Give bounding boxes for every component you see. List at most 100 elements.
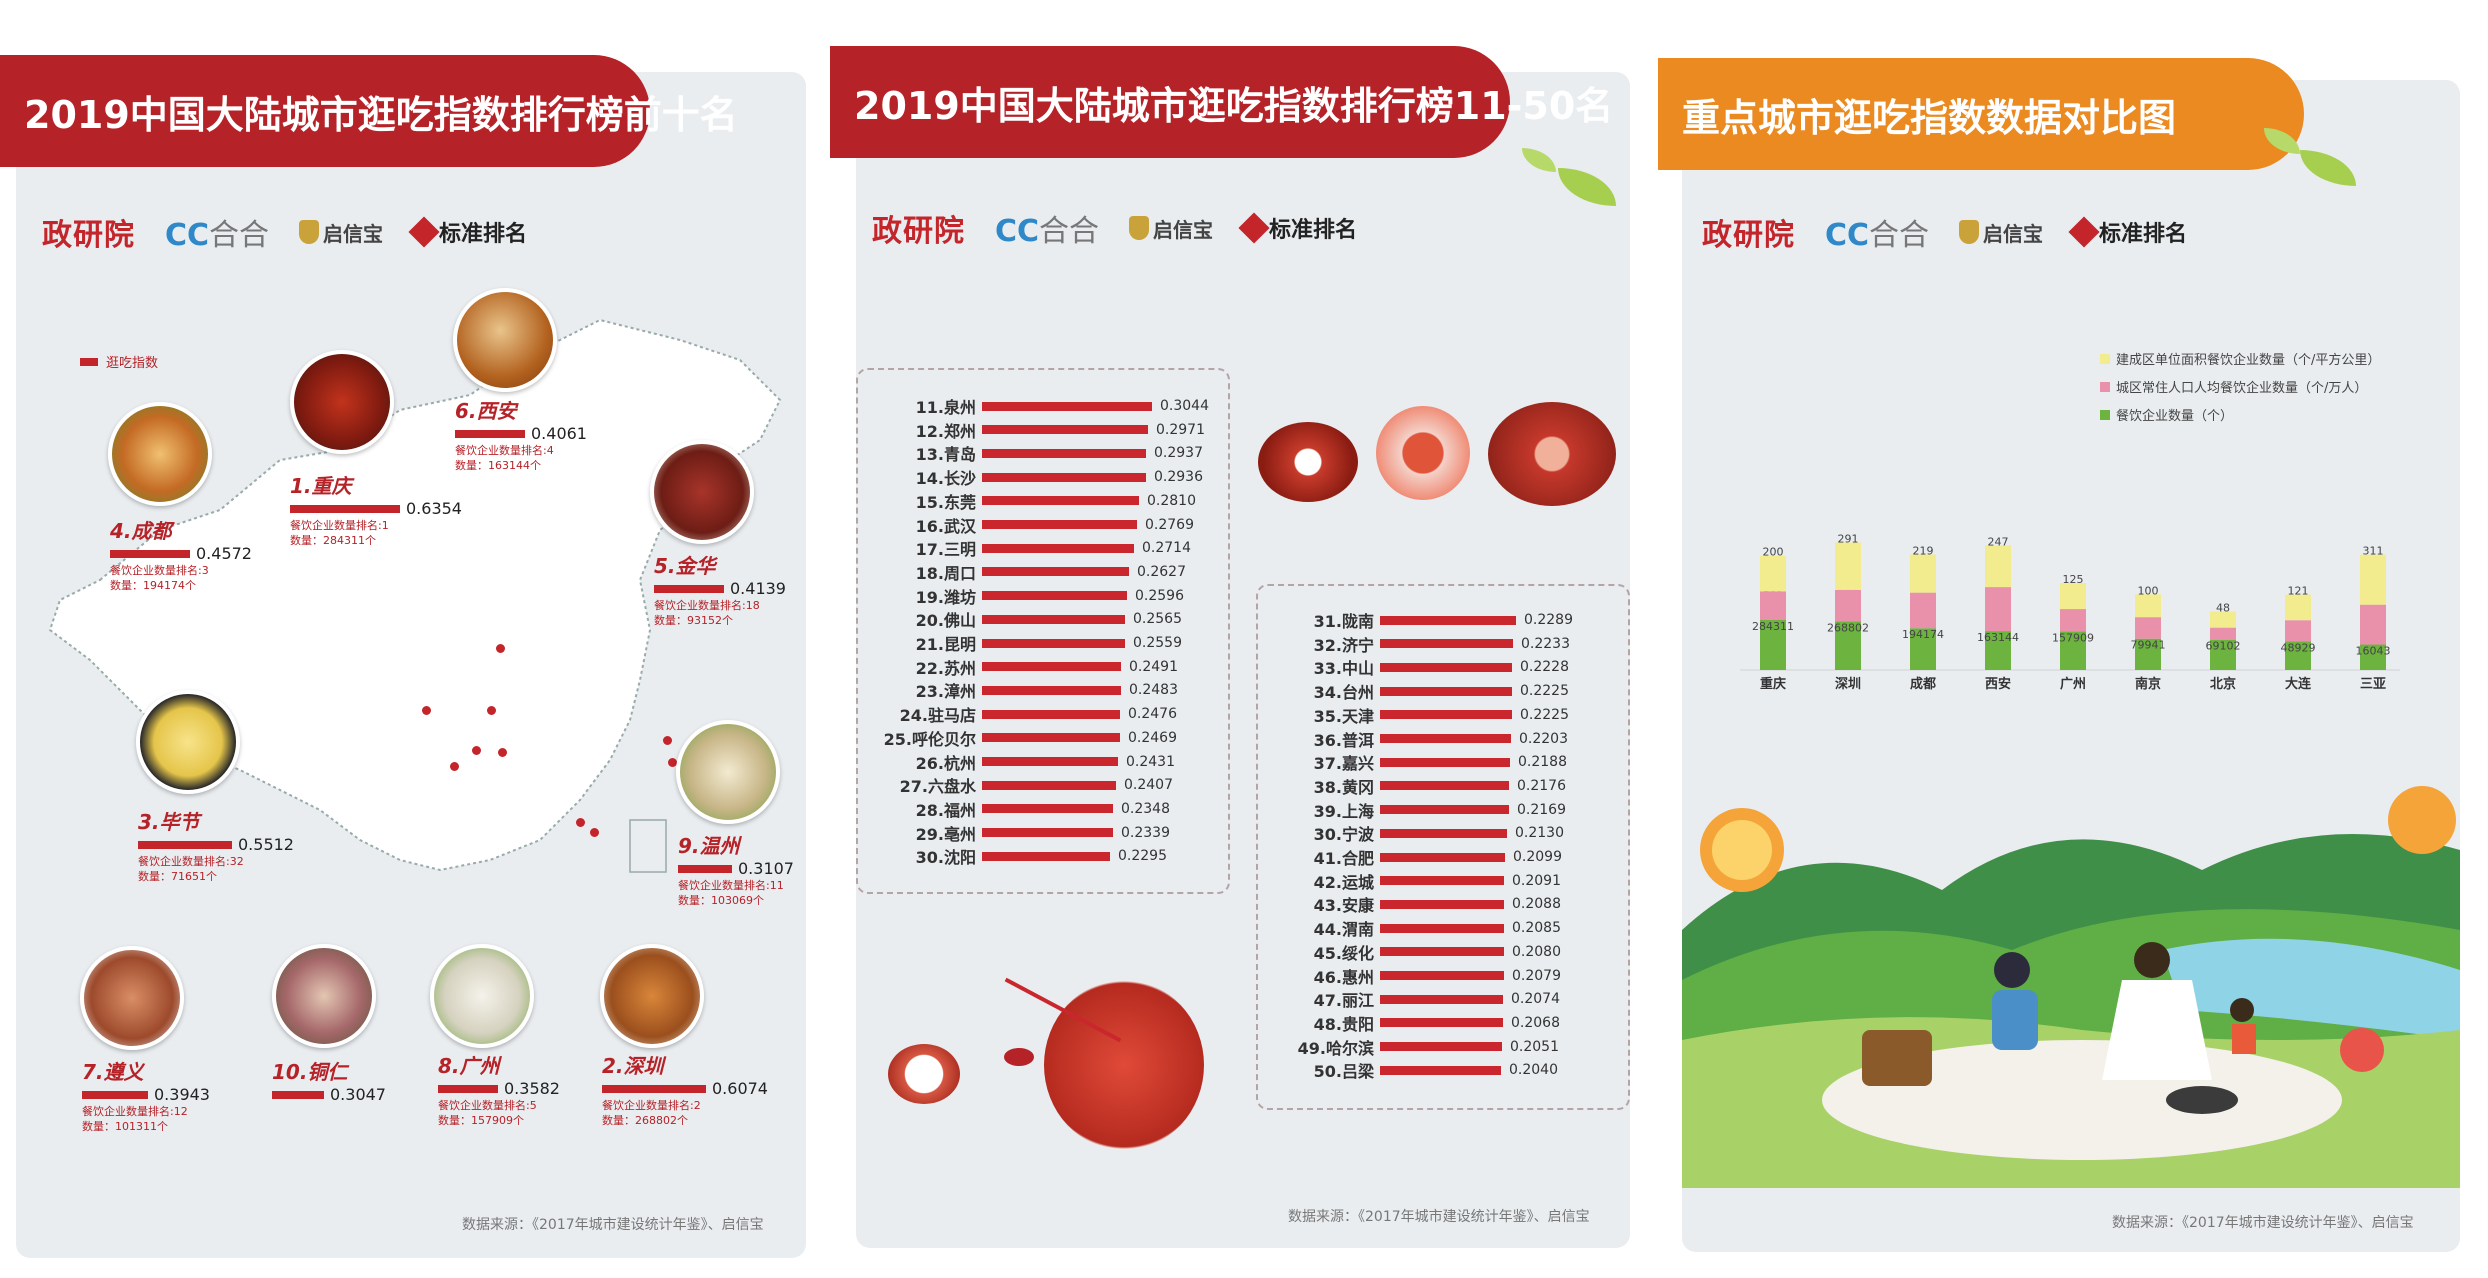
data-label: 194174 (1902, 628, 1944, 641)
rank-value: 0.2074 (1511, 991, 1560, 1008)
map-dot (450, 762, 459, 771)
rank-value: 0.2051 (1510, 1038, 1559, 1055)
stack-segment (2060, 609, 2086, 632)
category-label: 成都 (1910, 676, 1936, 692)
data-label: 200 (1763, 546, 1784, 559)
data-label: 16043 (2356, 645, 2391, 658)
stack-segment (2285, 594, 2311, 621)
rank-bar (1380, 710, 1512, 720)
rank-bar (1380, 994, 1503, 1004)
index-bar (455, 429, 525, 438)
rank-row: 36.普洱 0.2203 (1256, 728, 1568, 750)
rank-text: 餐饮企业数量排名:4 (455, 444, 554, 457)
count-text: 数量：157909个 (438, 1114, 524, 1127)
rank-value: 0.2348 (1121, 800, 1170, 817)
rank-bar (982, 425, 1148, 435)
legend-label: 建成区单位面积餐饮企业数量（个/平方公里） (2116, 352, 2380, 368)
count-text: 数量：268802个 (602, 1114, 688, 1127)
rank-value: 0.2431 (1126, 753, 1175, 770)
data-label: 48 (2216, 601, 2230, 614)
rank-bar (1380, 899, 1504, 909)
zhengyan-logo: 政研院 (1702, 218, 1795, 253)
rank-bar (1380, 971, 1504, 980)
qixin-logo: 启信宝 (1129, 214, 1213, 243)
rank-bar (1380, 781, 1509, 791)
rank-label: 22.苏州 (915, 658, 976, 678)
rank-label: 20.佛山 (915, 611, 976, 631)
rank-label: 16.武汉 (915, 516, 976, 536)
cooking-pot-icon (1488, 402, 1616, 506)
rank-row: 17.三明 0.2714 (858, 537, 1191, 559)
stack-segment (1835, 589, 1861, 622)
city-label-guangzhou: 8.广州 0.3582 餐饮企业数量排名:5 数量：157909个 (438, 1050, 560, 1128)
panel1-logos: 政研院 CC合合 启信宝 标准排名 (42, 210, 527, 254)
rank-value: 0.2068 (1511, 1014, 1560, 1031)
category-label: 重庆 (1760, 676, 1786, 692)
rank-value: 0.3044 (1160, 398, 1209, 414)
rank-bar (1380, 852, 1505, 862)
biaozhun-diamond-icon (1238, 212, 1270, 244)
city-label-chengdu: 4.成都 0.4572 餐饮企业数量排名:3 数量：194174个 (110, 515, 252, 593)
index-bar (272, 1090, 324, 1099)
index-value: 0.3943 (154, 1085, 210, 1104)
city-label-tongren: 10.铜仁 0.3047 (272, 1056, 386, 1104)
rank-row: 29.亳州 0.2339 (858, 822, 1170, 844)
map-dot (487, 706, 496, 715)
panel1-title: 2019中国大陆城市逛吃指数排行榜前十名 (24, 92, 738, 137)
rank-value: 0.2559 (1133, 635, 1182, 651)
city-label-shenzhen: 2.深圳 0.6074 餐饮企业数量排名:2 数量：268802个 (602, 1050, 768, 1128)
rank-label: 37.嘉兴 (1313, 754, 1374, 774)
rank-row: 11.泉州 0.3044 (858, 395, 1209, 417)
map-legend: 逛吃指数 (80, 352, 158, 371)
stack-segment (2060, 582, 2086, 610)
rank-value: 0.2483 (1129, 682, 1178, 699)
rank-label: 47.丽江 (1313, 991, 1374, 1011)
count-text: 数量：284311个 (290, 534, 376, 547)
food-photo-chengdu (108, 402, 212, 506)
city-name: 7.遵义 (82, 1060, 144, 1084)
index-value: 0.4139 (730, 579, 786, 598)
food-photo-zunyi (80, 946, 184, 1050)
stack-segment (1760, 555, 1786, 592)
picnic-illustration (1682, 780, 2460, 1188)
rank-value: 0.2091 (1512, 872, 1561, 889)
rank-row: 41.合肥 0.2099 (1256, 846, 1562, 868)
rank-value: 0.2203 (1519, 730, 1568, 747)
rank-label: 48.贵阳 (1313, 1014, 1374, 1034)
rank-row: 39.上海 0.2169 (1256, 799, 1566, 821)
rank-value: 0.2339 (1121, 824, 1170, 841)
rank-row: 27.六盘水 0.2407 (858, 774, 1173, 796)
rank-row: 43.安康 0.2088 (1256, 893, 1561, 915)
rank-text: 餐饮企业数量排名:18 (654, 599, 760, 612)
panel2-title: 2019中国大陆城市逛吃指数排行榜11-50名 (854, 83, 1614, 128)
legend-swatch (2100, 410, 2110, 420)
legend-label: 餐饮企业数量（个） (2116, 408, 2233, 424)
rank-bar (982, 757, 1118, 766)
panel2-source: 数据来源：《2017年城市建设统计年鉴》、启信宝 (1288, 1209, 1590, 1225)
rank-bar (1380, 947, 1504, 957)
rank-bar (1380, 686, 1512, 696)
rank-label: 13.青岛 (915, 445, 976, 465)
index-value: 0.4572 (196, 544, 252, 563)
rank-value: 0.2080 (1512, 943, 1561, 960)
rank-value: 0.2169 (1517, 801, 1566, 818)
index-bar (110, 549, 190, 558)
city-name: 1.重庆 (290, 474, 352, 498)
rank-label: 29.亳州 (915, 824, 976, 844)
rank-row: 26.杭州 0.2431 (858, 751, 1175, 773)
index-bar (678, 864, 732, 873)
qixin-logo: 启信宝 (299, 218, 383, 247)
city-name: 2.深圳 (602, 1054, 664, 1078)
stack-segment (1910, 628, 1936, 670)
rank-row: 42.运城 0.2091 (1256, 870, 1561, 892)
index-value: 0.3047 (330, 1085, 386, 1104)
rank-row: 21.昆明 0.2559 (858, 632, 1182, 654)
food-photo-guangzhou (430, 944, 534, 1048)
rank-label: 18.周口 (915, 563, 976, 583)
stack-segment (1985, 587, 2011, 632)
rank-value: 0.2188 (1518, 754, 1567, 771)
legend-swatch (2100, 354, 2110, 364)
rank-row: 19.潍坊 0.2596 (858, 585, 1184, 607)
rank-row: 30.沈阳 0.2295 (858, 845, 1167, 867)
map-dot (496, 644, 505, 653)
